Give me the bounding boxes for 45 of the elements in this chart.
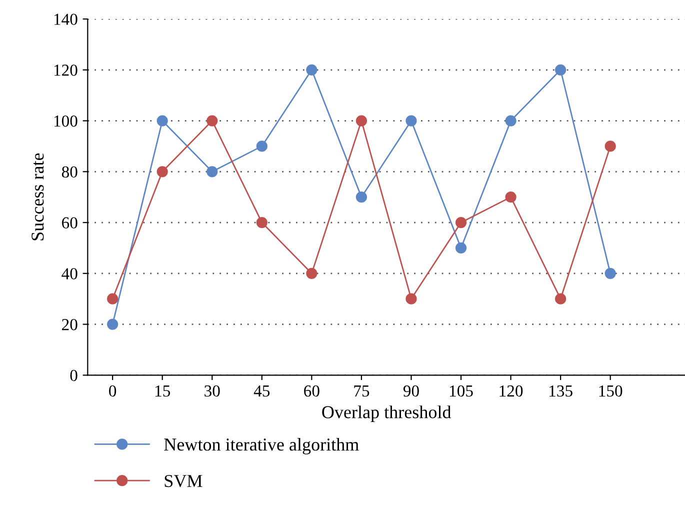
x-tick-label: 75 (354, 386, 370, 397)
x-tick-label: 0 (109, 385, 116, 397)
point (306, 64, 318, 76)
x-tick-label: 45 (254, 385, 270, 397)
point (156, 115, 168, 126)
point (406, 115, 417, 126)
point (604, 268, 616, 279)
x-tick-label: 60 (304, 385, 320, 397)
point (505, 192, 516, 203)
y-tick-label: 40 (62, 268, 78, 280)
point (505, 115, 516, 126)
point (455, 242, 467, 254)
y-tick-label: 120 (54, 64, 78, 76)
point (356, 192, 368, 203)
point (455, 216, 467, 228)
point (206, 115, 218, 126)
y-tick-label: 60 (62, 217, 78, 228)
x-tick-label: 15 (155, 385, 170, 397)
legend-label: Newton iterative algorithm (164, 438, 359, 454)
legend-label: SVM (164, 474, 202, 488)
point (206, 166, 218, 178)
point (356, 115, 368, 126)
point (406, 293, 417, 304)
y-tick-label: 0 (70, 370, 78, 382)
x-tick-label: 135 (550, 385, 572, 397)
point (256, 140, 268, 152)
y-tick-label: 80 (62, 166, 78, 178)
x-axis-title: Overlap threshold (322, 406, 452, 422)
x-tick-label: 120 (500, 385, 523, 397)
point (156, 166, 168, 178)
x-tick-label: 90 (403, 385, 419, 397)
point (555, 293, 566, 304)
point (306, 268, 318, 279)
y-tick-label: 20 (62, 319, 78, 330)
x-tick-label: 105 (450, 385, 473, 397)
point (107, 318, 118, 330)
y-axis-title: Success rate (32, 153, 44, 240)
point (604, 140, 616, 152)
y-tick-label: 140 (54, 14, 78, 25)
point (555, 64, 566, 76)
x-tick-label: 30 (204, 385, 220, 397)
point (256, 216, 268, 228)
point (107, 293, 118, 304)
x-tick-label: 150 (599, 385, 622, 397)
y-tick-label: 100 (54, 115, 78, 127)
